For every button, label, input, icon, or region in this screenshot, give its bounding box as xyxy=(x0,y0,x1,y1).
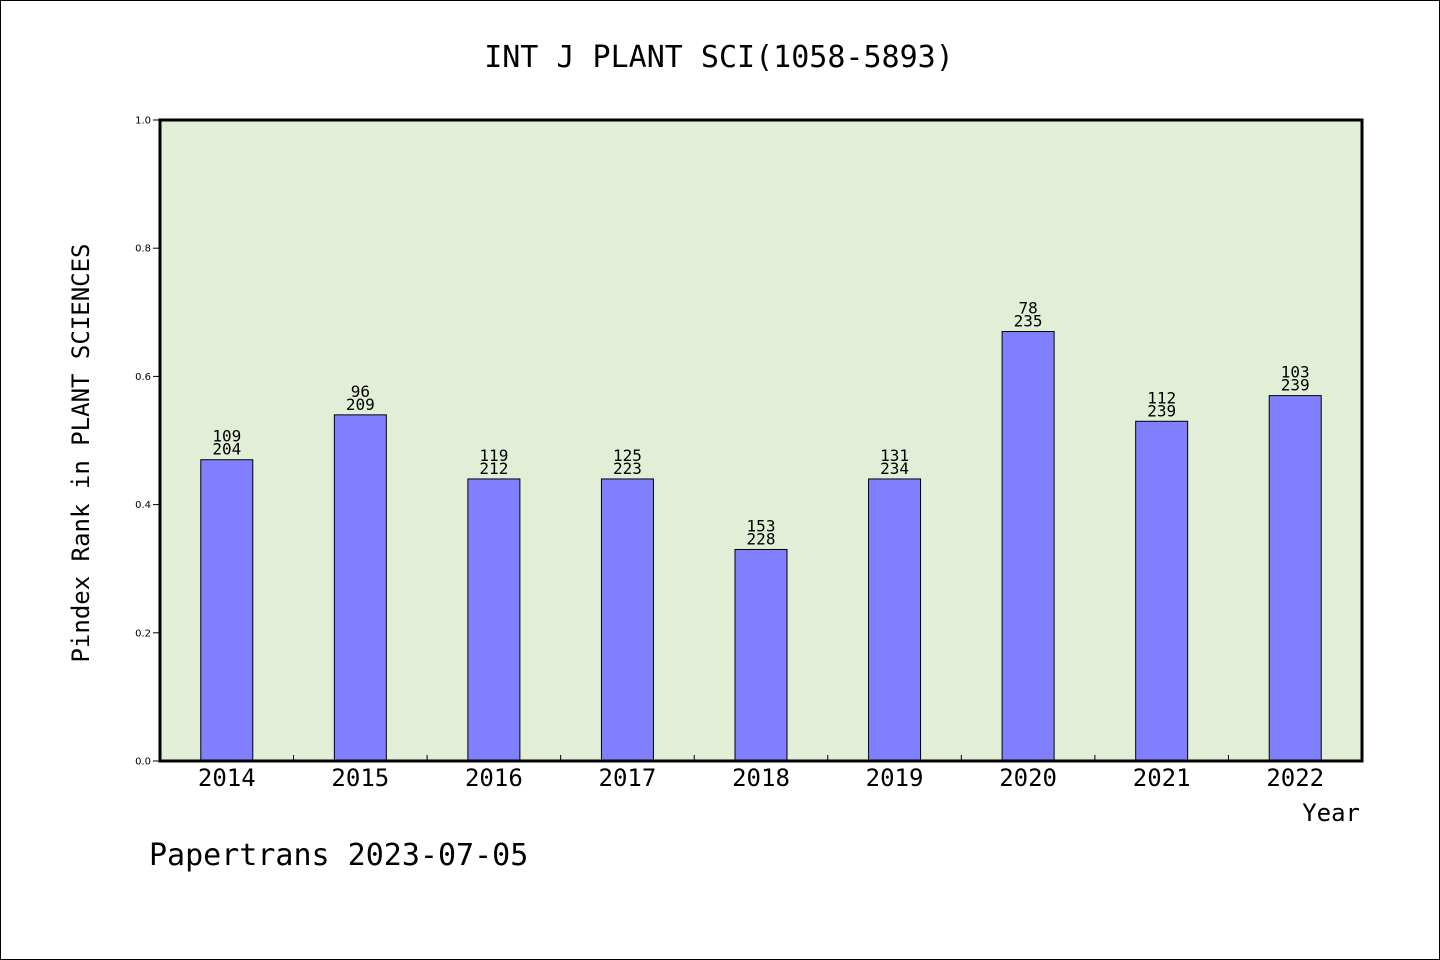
bar xyxy=(200,459,254,762)
x-axis: 2014 2015 2016 2017 2018 2019 2020 2021 2022 xyxy=(198,755,1324,792)
x-tick-label: 2020 xyxy=(999,764,1057,792)
bars-layer xyxy=(200,331,1322,762)
bar-rank-label: 112 xyxy=(1147,388,1176,407)
y-tick-label: 0.8 xyxy=(135,244,151,255)
bar-rank-label: 119 xyxy=(479,446,508,465)
footer-text: Papertrans 2023-07-05 xyxy=(149,838,528,873)
x-tick-label: 2018 xyxy=(732,764,790,792)
y-axis: 0.0 0.2 0.4 0.6 0.8 1.0 xyxy=(135,116,160,768)
y-tick-label: 0.2 xyxy=(135,628,151,639)
bar-total-label: 223 xyxy=(613,459,642,478)
bar xyxy=(868,478,922,762)
plot-frame xyxy=(158,118,1364,763)
bar-total-label: 204 xyxy=(212,440,241,459)
bar xyxy=(467,478,521,762)
bar xyxy=(1268,395,1322,762)
x-tick-label: 2019 xyxy=(866,764,924,792)
x-tick-label: 2021 xyxy=(1133,764,1191,792)
x-axis-label: Year xyxy=(1302,799,1360,827)
y-tick-label: 0.0 xyxy=(135,757,151,768)
bar-rank-label: 153 xyxy=(747,516,776,535)
bar-total-label: 234 xyxy=(880,459,909,478)
bar xyxy=(1001,331,1055,762)
bar-rank-label: 131 xyxy=(880,446,909,465)
bar-total-label: 239 xyxy=(1281,376,1310,395)
bar-total-label: 228 xyxy=(747,529,776,548)
bar-rank-label: 125 xyxy=(613,446,642,465)
x-tick-label: 2022 xyxy=(1266,764,1324,792)
y-tick-label: 0.6 xyxy=(135,372,151,383)
bar-total-label: 209 xyxy=(346,395,375,414)
bar xyxy=(734,548,788,762)
y-axis-label: Pindex Rank in PLANT SCIENCES xyxy=(67,243,95,662)
bar-total-label: 239 xyxy=(1147,401,1176,420)
x-tick-label: 2014 xyxy=(198,764,256,792)
x-tick-label: 2016 xyxy=(465,764,523,792)
y-tick-label: 0.4 xyxy=(135,500,151,511)
bar-rank-label: 103 xyxy=(1281,363,1310,382)
bar xyxy=(600,478,654,762)
y-tick-label: 1.0 xyxy=(135,116,151,127)
bar xyxy=(1135,420,1189,762)
bar-total-label: 235 xyxy=(1014,312,1043,331)
bar-rank-label: 109 xyxy=(212,427,241,446)
x-tick-label: 2015 xyxy=(331,764,389,792)
bar xyxy=(333,414,387,762)
bar-rank-label: 96 xyxy=(351,382,370,401)
bar-total-label: 212 xyxy=(479,459,508,478)
bar-rank-label: 78 xyxy=(1018,299,1037,318)
x-tick-label: 2017 xyxy=(599,764,657,792)
chart-title: INT J PLANT SCI(1058-5893) xyxy=(484,40,954,75)
